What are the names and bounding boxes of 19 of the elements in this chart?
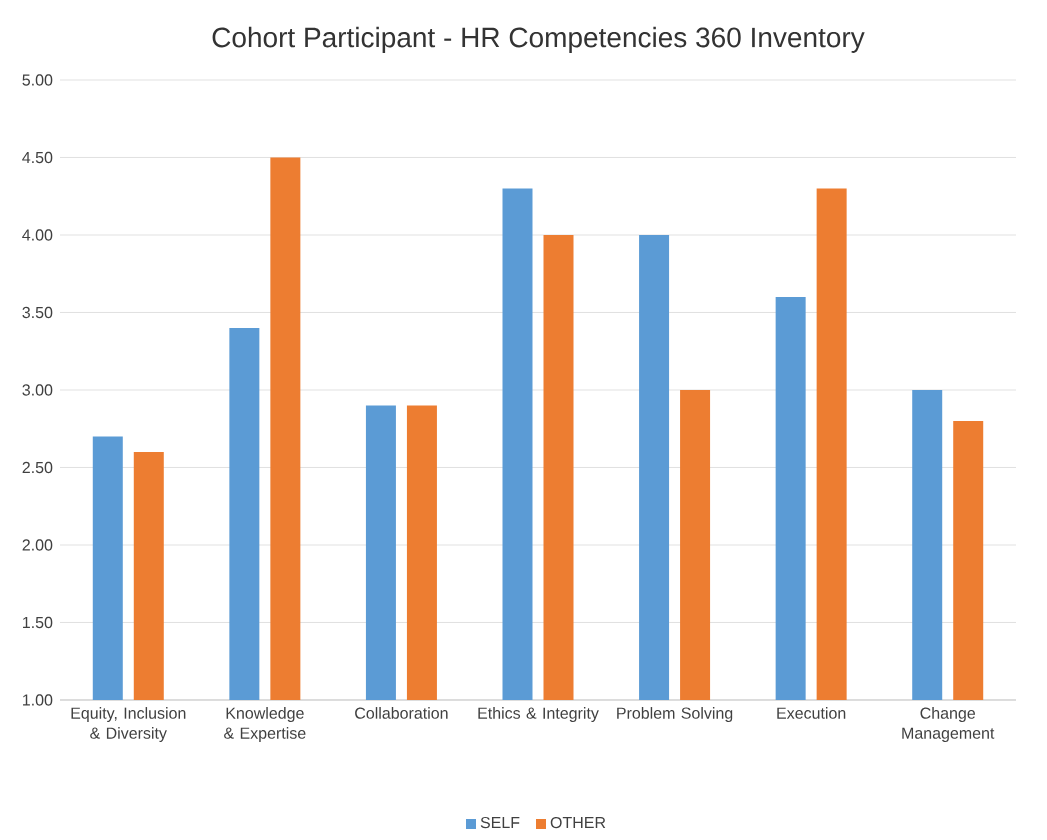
chart-title: Cohort Participant - HR Competencies 360 Inventory (212, 26, 865, 53)
x-tick-label: Execution (777, 707, 846, 719)
x-tick-label: Knowledge & Expertise (224, 707, 306, 742)
y-tick-label: 2.50 (22, 461, 53, 474)
legend-label: OTHER (550, 816, 606, 829)
x-tick-label: Collaboration (355, 707, 448, 719)
x-tick-label: Change Management (902, 707, 995, 742)
y-tick-label: 1.00 (23, 694, 53, 706)
y-tick-label: 1.50 (23, 616, 53, 629)
y-tick-label: 3.50 (22, 306, 53, 319)
y-tick-label: 4.00 (22, 229, 53, 241)
y-tick-label: 3.00 (22, 384, 53, 396)
y-tick-label: 5.00 (22, 74, 53, 86)
y-tick-label: 4.50 (22, 151, 53, 164)
y-tick-label: 2.00 (22, 539, 53, 551)
x-tick-label: Ethics & Integrity (478, 707, 599, 722)
x-tick-label: Problem Solving (617, 707, 733, 722)
x-tick-label: Equity, Inclusion & Diversity (71, 707, 186, 742)
legend-label: SELF (480, 816, 520, 829)
